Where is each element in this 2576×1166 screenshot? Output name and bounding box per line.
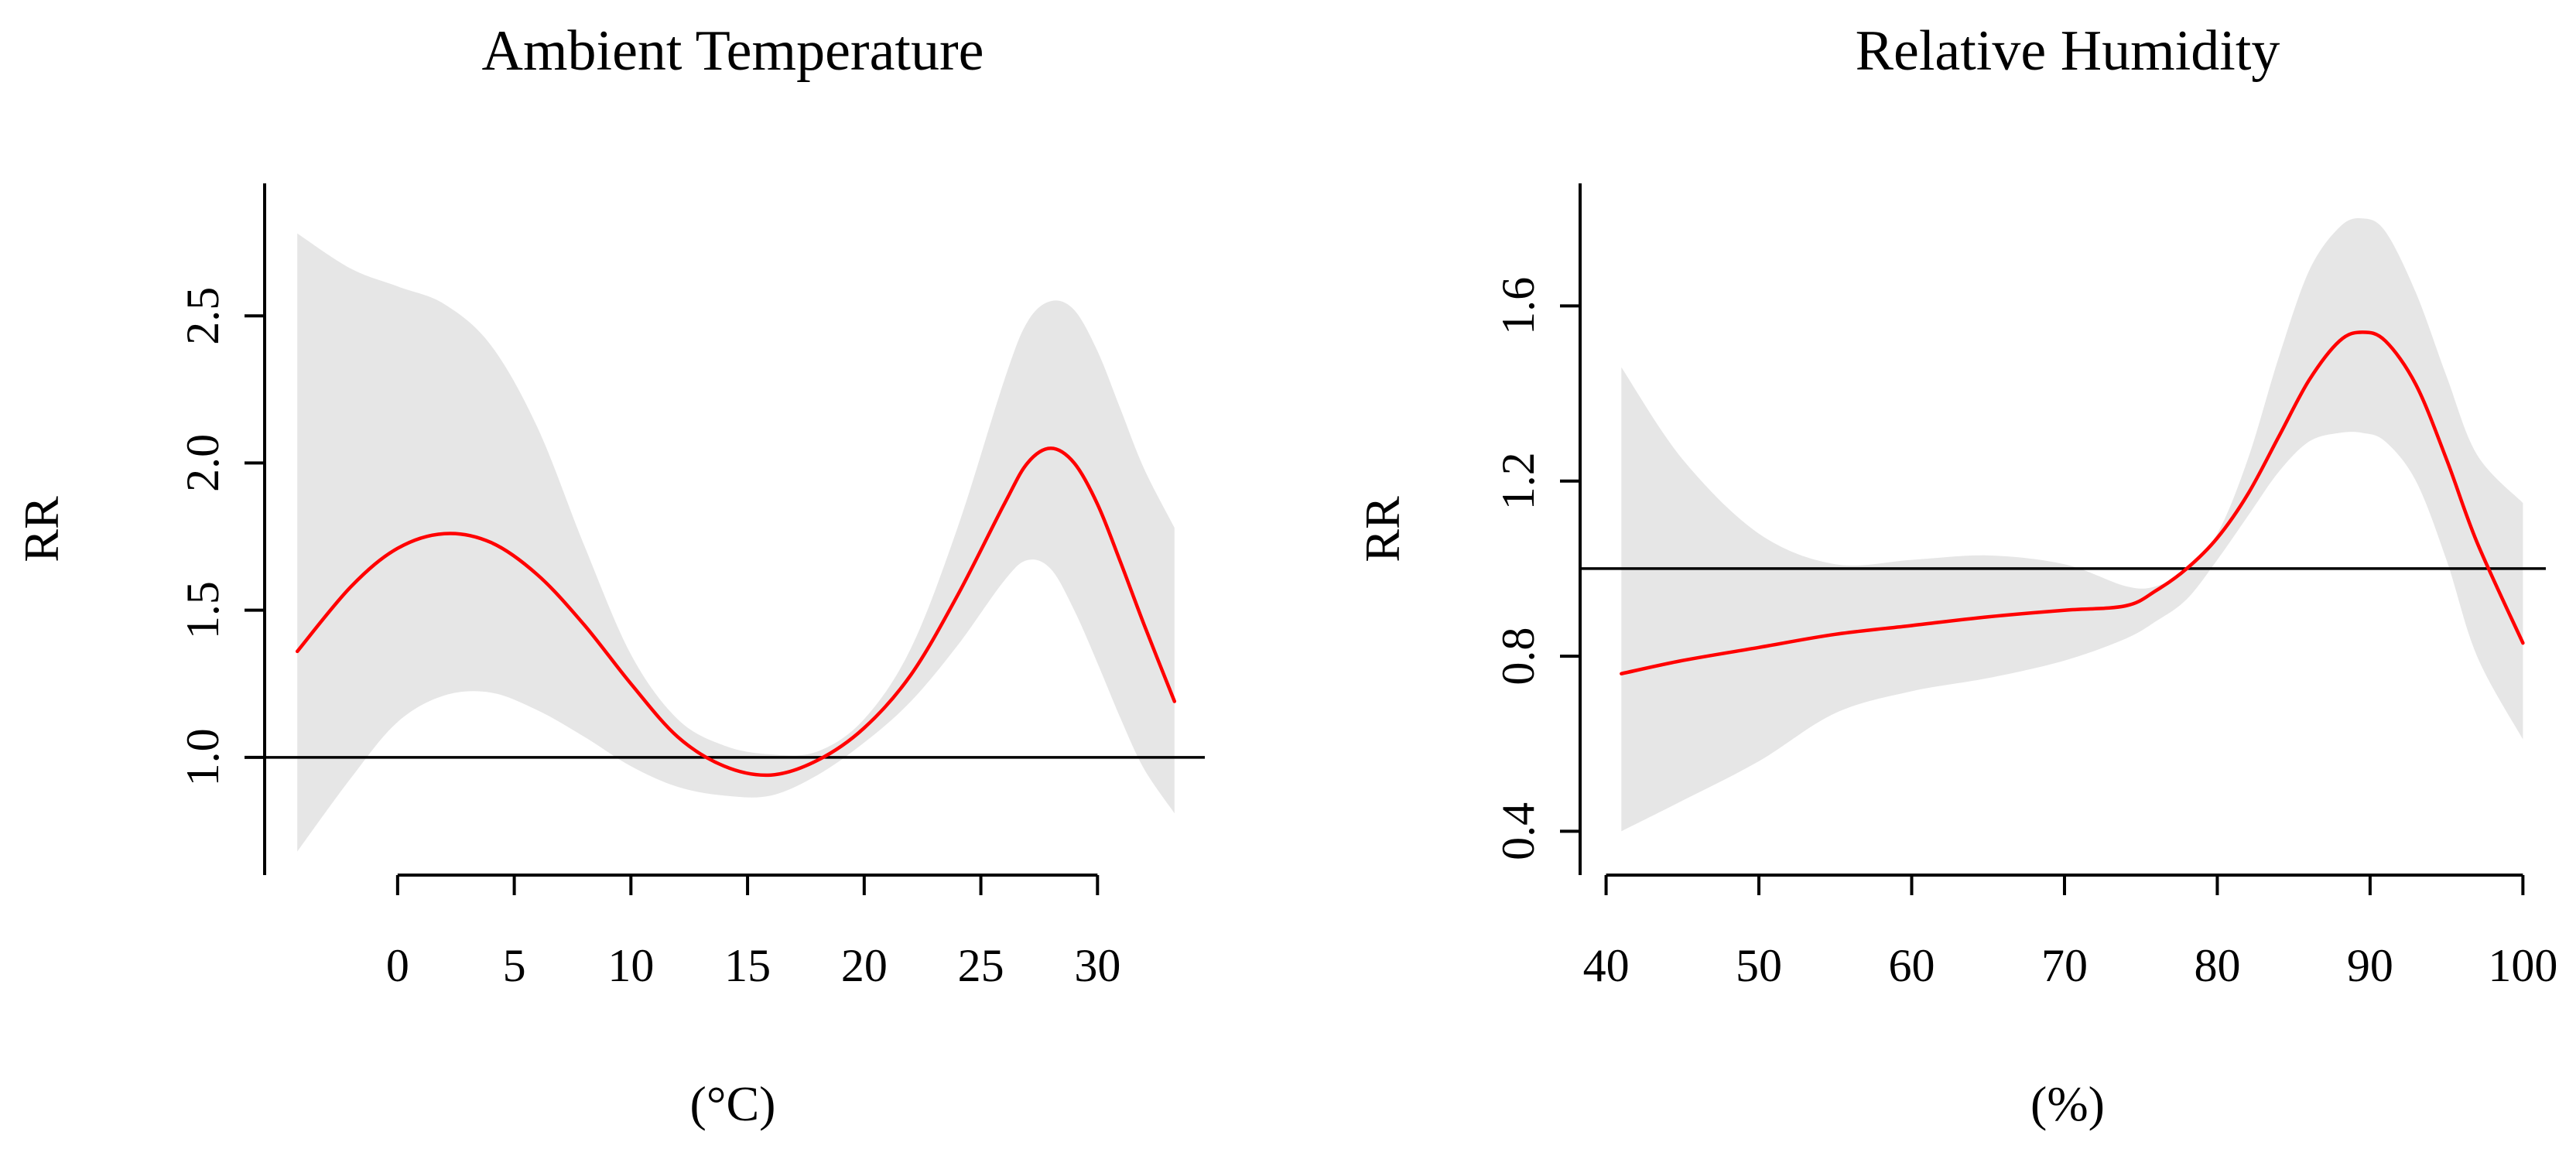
temperature-panel: Ambient Temperature 0 5 10 15 20 25 30 1.0 1.5 2… bbox=[14, 19, 1205, 1131]
rr-curve bbox=[1620, 330, 2525, 675]
chart-title: Ambient Temperature bbox=[482, 19, 984, 83]
y-tick-label: 0.8 bbox=[1493, 627, 1544, 686]
y-tick-label: 1.5 bbox=[177, 581, 228, 639]
x-tick-label: 20 bbox=[841, 940, 888, 991]
x-axis-label: (%) bbox=[2030, 1076, 2105, 1131]
rr-curve bbox=[295, 446, 1177, 778]
x-tick-label: 5 bbox=[503, 940, 526, 991]
y-tick-label: 1.6 bbox=[1493, 277, 1544, 335]
x-tick-label: 90 bbox=[2347, 940, 2393, 991]
x-tick-label: 70 bbox=[2041, 940, 2088, 991]
x-tick-label: 50 bbox=[1736, 940, 1782, 991]
x-tick-label: 10 bbox=[607, 940, 654, 991]
y-ticks: 0.4 0.8 1.2 1.6 bbox=[1493, 277, 1580, 860]
y-axis-label: RR bbox=[1355, 496, 1410, 562]
y-ticks: 1.0 1.5 2.0 2.5 bbox=[177, 287, 265, 786]
confidence-band bbox=[1621, 218, 2523, 832]
x-ticks: 40 50 60 70 80 90 100 bbox=[1583, 875, 2557, 991]
y-tick-label: 2.5 bbox=[177, 287, 228, 345]
confidence-band bbox=[297, 233, 1175, 852]
x-axis-label: (°C) bbox=[690, 1076, 776, 1131]
y-tick-label: 1.0 bbox=[177, 728, 228, 786]
y-axis-label: RR bbox=[14, 496, 69, 562]
y-tick-label: 2.0 bbox=[177, 434, 228, 492]
x-tick-label: 40 bbox=[1583, 940, 1630, 991]
x-tick-label: 60 bbox=[1889, 940, 1935, 991]
x-tick-label: 15 bbox=[724, 940, 771, 991]
y-tick-label: 1.2 bbox=[1493, 452, 1544, 510]
humidity-panel: Relative Humidity 40 50 60 70 80 90 100 0.4 0.8… bbox=[1355, 19, 2557, 1131]
x-tick-label: 25 bbox=[958, 940, 1004, 991]
y-tick-label: 0.4 bbox=[1493, 802, 1544, 860]
x-tick-label: 0 bbox=[386, 940, 409, 991]
x-tick-label: 100 bbox=[2488, 940, 2557, 991]
chart-title: Relative Humidity bbox=[1856, 19, 2280, 83]
x-ticks: 0 5 10 15 20 25 30 bbox=[386, 875, 1120, 991]
x-tick-label: 80 bbox=[2194, 940, 2240, 991]
x-tick-label: 30 bbox=[1074, 940, 1120, 991]
